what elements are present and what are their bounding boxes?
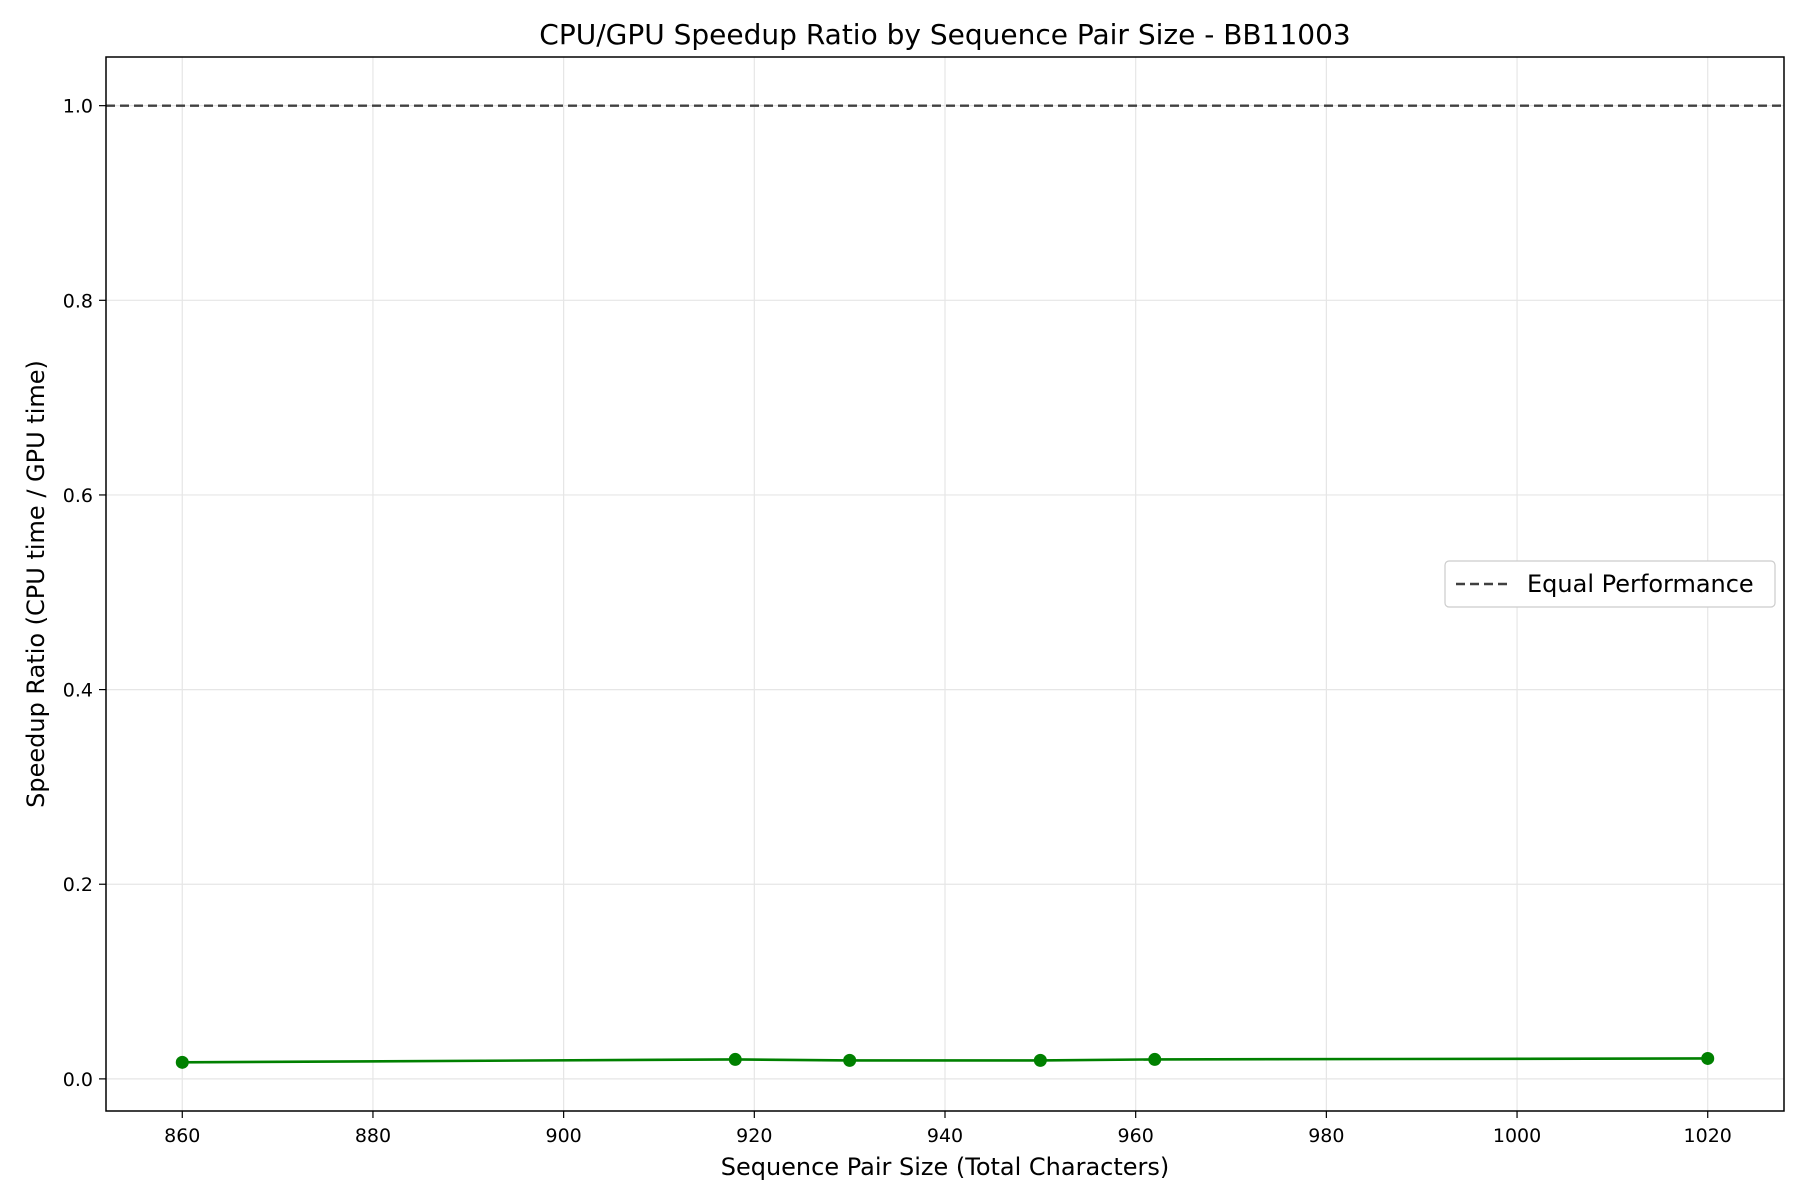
x-tick-label: 940 xyxy=(927,1125,963,1147)
speedup-data-point xyxy=(843,1053,857,1067)
x-tick-label: 920 xyxy=(736,1125,772,1147)
speedup-data-point xyxy=(728,1052,742,1066)
grid-layer xyxy=(106,57,1784,1111)
legend-label-equal-performance: Equal Performance xyxy=(1527,570,1754,598)
x-tick-label: 860 xyxy=(164,1125,200,1147)
chart-title: CPU/GPU Speedup Ratio by Sequence Pair S… xyxy=(539,18,1350,51)
y-tick-label: 0.2 xyxy=(63,874,93,896)
speedup-data-point xyxy=(1148,1052,1162,1066)
x-tick-label: 900 xyxy=(546,1125,582,1147)
legend: Equal Performance xyxy=(1444,560,1776,608)
y-tick-label: 1.0 xyxy=(63,96,93,118)
x-tick-label: 1020 xyxy=(1684,1125,1732,1147)
y-tick-label: 0.0 xyxy=(63,1069,93,1091)
x-tick-label: 980 xyxy=(1308,1125,1344,1147)
y-axis-label: Speedup Ratio (CPU time / GPU time) xyxy=(22,360,50,808)
legend-box xyxy=(1444,560,1776,608)
series-layer xyxy=(175,1051,1715,1069)
x-axis-label: Sequence Pair Size (Total Characters) xyxy=(721,1153,1170,1181)
y-tick-label: 0.4 xyxy=(63,680,93,702)
speedup-data-point xyxy=(175,1055,189,1069)
x-tick-label: 1000 xyxy=(1493,1125,1541,1147)
speedup-data-point xyxy=(1033,1053,1047,1067)
tick-layer: 860 880 900 920 940 960 980 1000 1020 0.0 0.2 0.4 0.… xyxy=(63,96,1732,1147)
speedup-series-line xyxy=(182,1057,1708,1064)
speedup-data-point xyxy=(1701,1051,1715,1065)
y-tick-label: 0.8 xyxy=(63,290,93,312)
y-tick-label: 0.6 xyxy=(63,485,93,507)
x-tick-label: 960 xyxy=(1118,1125,1154,1147)
x-tick-label: 880 xyxy=(355,1125,391,1147)
